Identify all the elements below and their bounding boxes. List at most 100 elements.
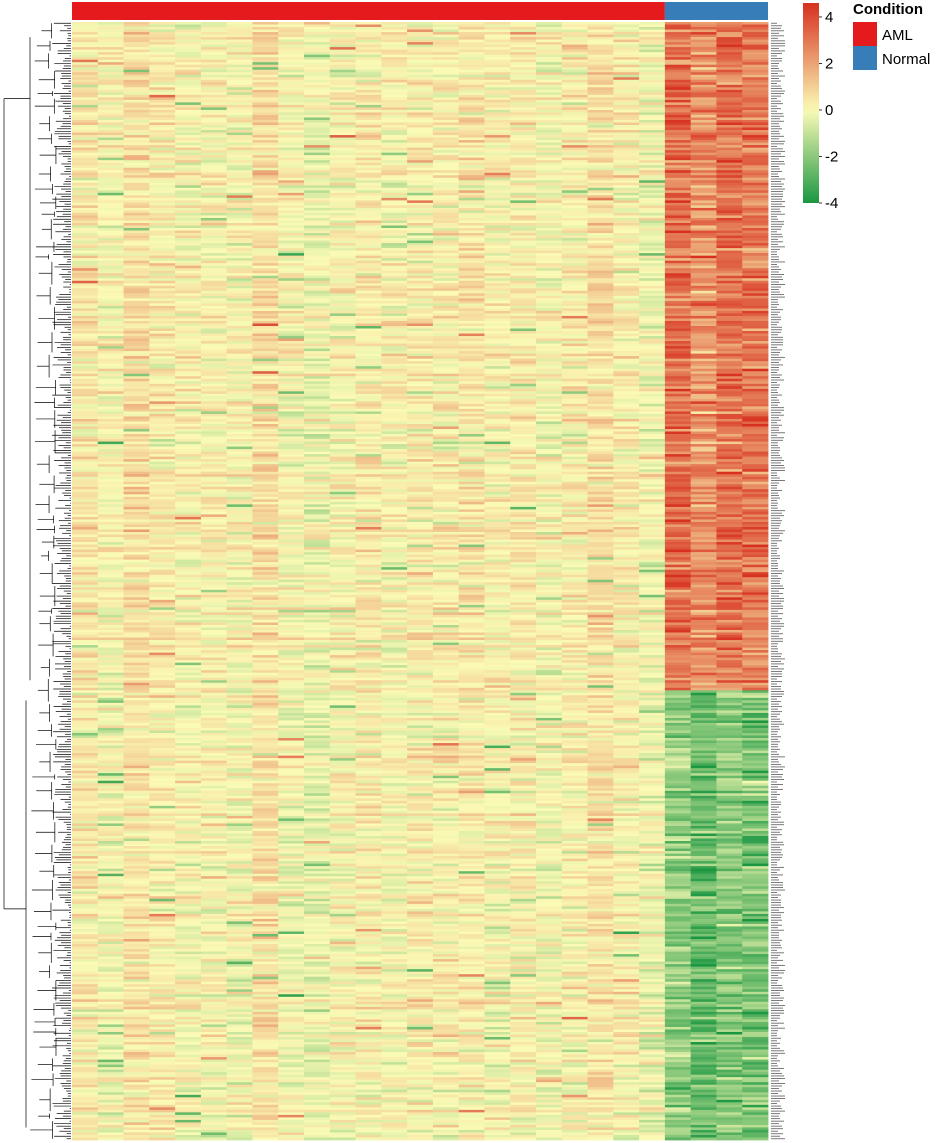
heatmap-cell [484, 449, 511, 453]
heatmap-cell [432, 69, 460, 73]
heatmap-cell [664, 142, 692, 146]
heatmap-cell [252, 484, 279, 488]
heatmap-cell [458, 140, 485, 143]
heatmap-cell [381, 265, 408, 269]
heatmap-cell [458, 42, 485, 46]
heatmap-cell [536, 230, 563, 234]
heatmap-cell [407, 64, 434, 68]
heatmap-cell [123, 418, 150, 422]
heatmap-cell [561, 288, 588, 292]
heatmap-cell [536, 142, 563, 146]
heatmap-cell [664, 22, 692, 25]
heatmap-cell [716, 479, 743, 483]
heatmap-cell [536, 278, 563, 282]
heatmap-cell [484, 313, 511, 317]
heatmap-cell [97, 190, 124, 194]
heatmap-cell [664, 456, 692, 460]
heatmap-cell [123, 132, 150, 136]
heatmap-cell [432, 220, 460, 224]
heatmap-cell [407, 265, 434, 269]
heatmap-cell [329, 255, 356, 259]
heatmap-cell [304, 333, 331, 337]
heatmap-cell [97, 293, 124, 297]
heatmap-cell [432, 371, 460, 375]
heatmap-cell [252, 326, 279, 329]
heatmap-cell [536, 431, 563, 435]
heatmap-cell [716, 343, 743, 347]
heatmap-cell [613, 215, 640, 219]
heatmap-cell [175, 82, 202, 86]
heatmap-cell [226, 300, 253, 304]
heatmap-cell [561, 84, 588, 88]
heatmap-cell [304, 484, 331, 488]
heatmap-cell [510, 300, 537, 304]
heatmap-cell [72, 200, 99, 204]
heatmap-cell [587, 439, 614, 442]
heatmap-cell [742, 403, 769, 407]
heatmap-cell [484, 461, 511, 465]
heatmap-cell [226, 308, 253, 312]
heatmap-cell [355, 323, 382, 327]
heatmap-cell [200, 255, 228, 259]
heatmap-cell [510, 403, 537, 407]
heatmap-cell [432, 398, 460, 402]
heatmap-cell [355, 479, 382, 483]
heatmap-cell [561, 217, 588, 221]
heatmap-cell [639, 418, 666, 422]
heatmap-cell [536, 326, 563, 329]
heatmap-cell [536, 416, 563, 420]
heatmap-cell [587, 320, 614, 324]
heatmap-cell [226, 426, 253, 430]
heatmap-cell [355, 278, 382, 282]
heatmap-cell [484, 280, 511, 284]
heatmap-cell [226, 212, 253, 216]
heatmap-cell [72, 42, 99, 46]
heatmap-cell [226, 84, 253, 88]
heatmap-cell [72, 263, 99, 267]
heatmap-cell [97, 275, 124, 279]
heatmap-cell [149, 413, 176, 417]
heatmap-cell [200, 248, 228, 252]
heatmap-cell [304, 308, 331, 312]
heatmap-cell [639, 474, 666, 478]
heatmap-cell [278, 368, 305, 372]
heatmap-cell [149, 197, 176, 201]
heatmap-cell [536, 353, 563, 357]
heatmap-cell [97, 187, 124, 191]
heatmap-cell [72, 37, 99, 40]
heatmap-cell [561, 446, 588, 450]
heatmap-cell [149, 396, 176, 400]
heatmap-cell [381, 305, 408, 309]
heatmap-cell [536, 182, 563, 186]
heatmap-cell [561, 333, 588, 337]
heatmap-cell [561, 185, 588, 189]
heatmap-cell [278, 295, 305, 299]
heatmap-cell [97, 220, 124, 224]
heatmap-cell [664, 248, 692, 252]
heatmap-cell [690, 37, 717, 40]
heatmap-cell [226, 336, 253, 339]
heatmap-cell [510, 275, 537, 279]
heatmap-cell [561, 89, 588, 93]
heatmap-cell [536, 240, 563, 244]
heatmap-cell [355, 137, 382, 141]
heatmap-cell [639, 64, 666, 68]
heatmap-cell [613, 97, 640, 101]
heatmap-cell [664, 466, 692, 470]
heatmap-cell [613, 32, 640, 35]
heatmap-cell [510, 356, 537, 360]
heatmap-cell [329, 300, 356, 304]
heatmap-cell [200, 406, 228, 410]
heatmap-cell [149, 220, 176, 224]
heatmap-cell [613, 222, 640, 226]
heatmap-cell [97, 363, 124, 367]
heatmap-cell [664, 177, 692, 181]
heatmap-cell [561, 130, 588, 133]
heatmap-cell [200, 160, 228, 164]
heatmap-cell [226, 320, 253, 324]
heatmap-cell [458, 135, 485, 138]
heatmap-cell [742, 92, 769, 96]
heatmap-cell [304, 373, 331, 377]
heatmap-cell [123, 177, 150, 181]
